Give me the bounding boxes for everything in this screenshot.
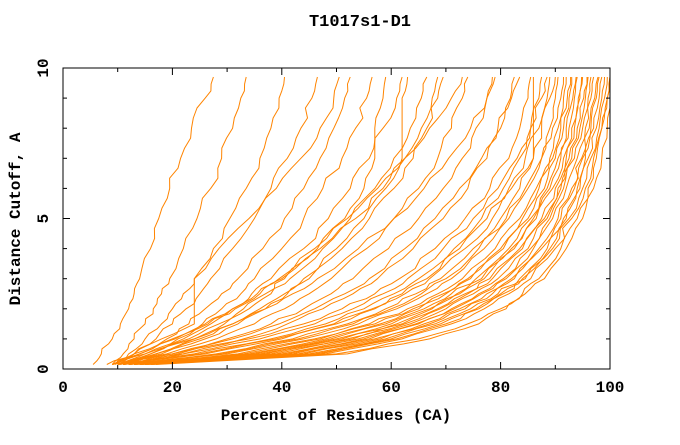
y-tick-label: 10 <box>35 58 53 77</box>
model-curve <box>150 76 608 365</box>
model-curve <box>123 76 469 365</box>
model-curve <box>114 76 439 365</box>
x-tick-label: 20 <box>163 379 182 397</box>
model-curve <box>134 76 584 365</box>
model-curve <box>117 76 548 365</box>
x-axis-label: Percent of Residues (CA) <box>221 407 451 425</box>
model-curve <box>123 76 559 365</box>
y-tick-label: 0 <box>35 364 53 374</box>
model-curve <box>123 76 551 365</box>
model-curve <box>92 76 214 365</box>
model-curve <box>145 77 588 365</box>
model-curve <box>134 76 583 365</box>
model-curve <box>134 76 577 365</box>
model-curve <box>111 76 247 365</box>
model-curve <box>145 76 605 365</box>
model-curve <box>123 76 556 365</box>
x-tick-label: 80 <box>491 379 510 397</box>
model-curve <box>139 76 592 365</box>
model-curve <box>155 76 611 365</box>
model-curve <box>128 76 573 365</box>
model-curve <box>128 77 572 365</box>
model-curve <box>111 76 285 365</box>
model-curve <box>117 76 373 365</box>
model-curve <box>112 76 496 365</box>
model-curve <box>117 76 409 365</box>
model-curve <box>139 76 595 365</box>
model-curve <box>106 76 463 365</box>
x-tick-label: 60 <box>382 379 401 397</box>
model-curve <box>112 76 532 365</box>
model-curve <box>139 76 589 365</box>
model-curve <box>117 76 351 365</box>
model-curve <box>128 76 493 365</box>
model-curve <box>128 76 564 365</box>
model-curve <box>117 76 387 365</box>
model-curve <box>117 77 534 365</box>
model-curve <box>114 76 318 365</box>
model-curve <box>139 76 599 365</box>
model-curve <box>150 77 611 365</box>
model-curve <box>123 76 444 365</box>
chart-title: T1017s1-D1 <box>309 13 411 32</box>
model-curve <box>134 76 578 365</box>
model-curve <box>145 76 603 365</box>
x-tick-label: 0 <box>58 379 68 397</box>
model-curve <box>112 76 340 365</box>
x-tick-label: 40 <box>272 379 291 397</box>
model-curve <box>117 76 543 365</box>
x-tick-label: 100 <box>596 379 625 397</box>
tick-labels-layer: 0 20 40 60 80 100 0 5 10 <box>35 58 624 397</box>
model-curve <box>120 76 428 365</box>
y-tick-label: 5 <box>35 214 53 224</box>
model-curve <box>117 76 403 365</box>
model-curves-layer <box>92 76 611 365</box>
model-curve <box>123 76 521 365</box>
model-curve <box>145 76 600 365</box>
axis-ticks-layer <box>62 67 611 370</box>
y-axis-label: Distance Cutoff, A <box>7 132 25 305</box>
model-curve <box>128 76 515 365</box>
model-curve <box>128 76 567 365</box>
